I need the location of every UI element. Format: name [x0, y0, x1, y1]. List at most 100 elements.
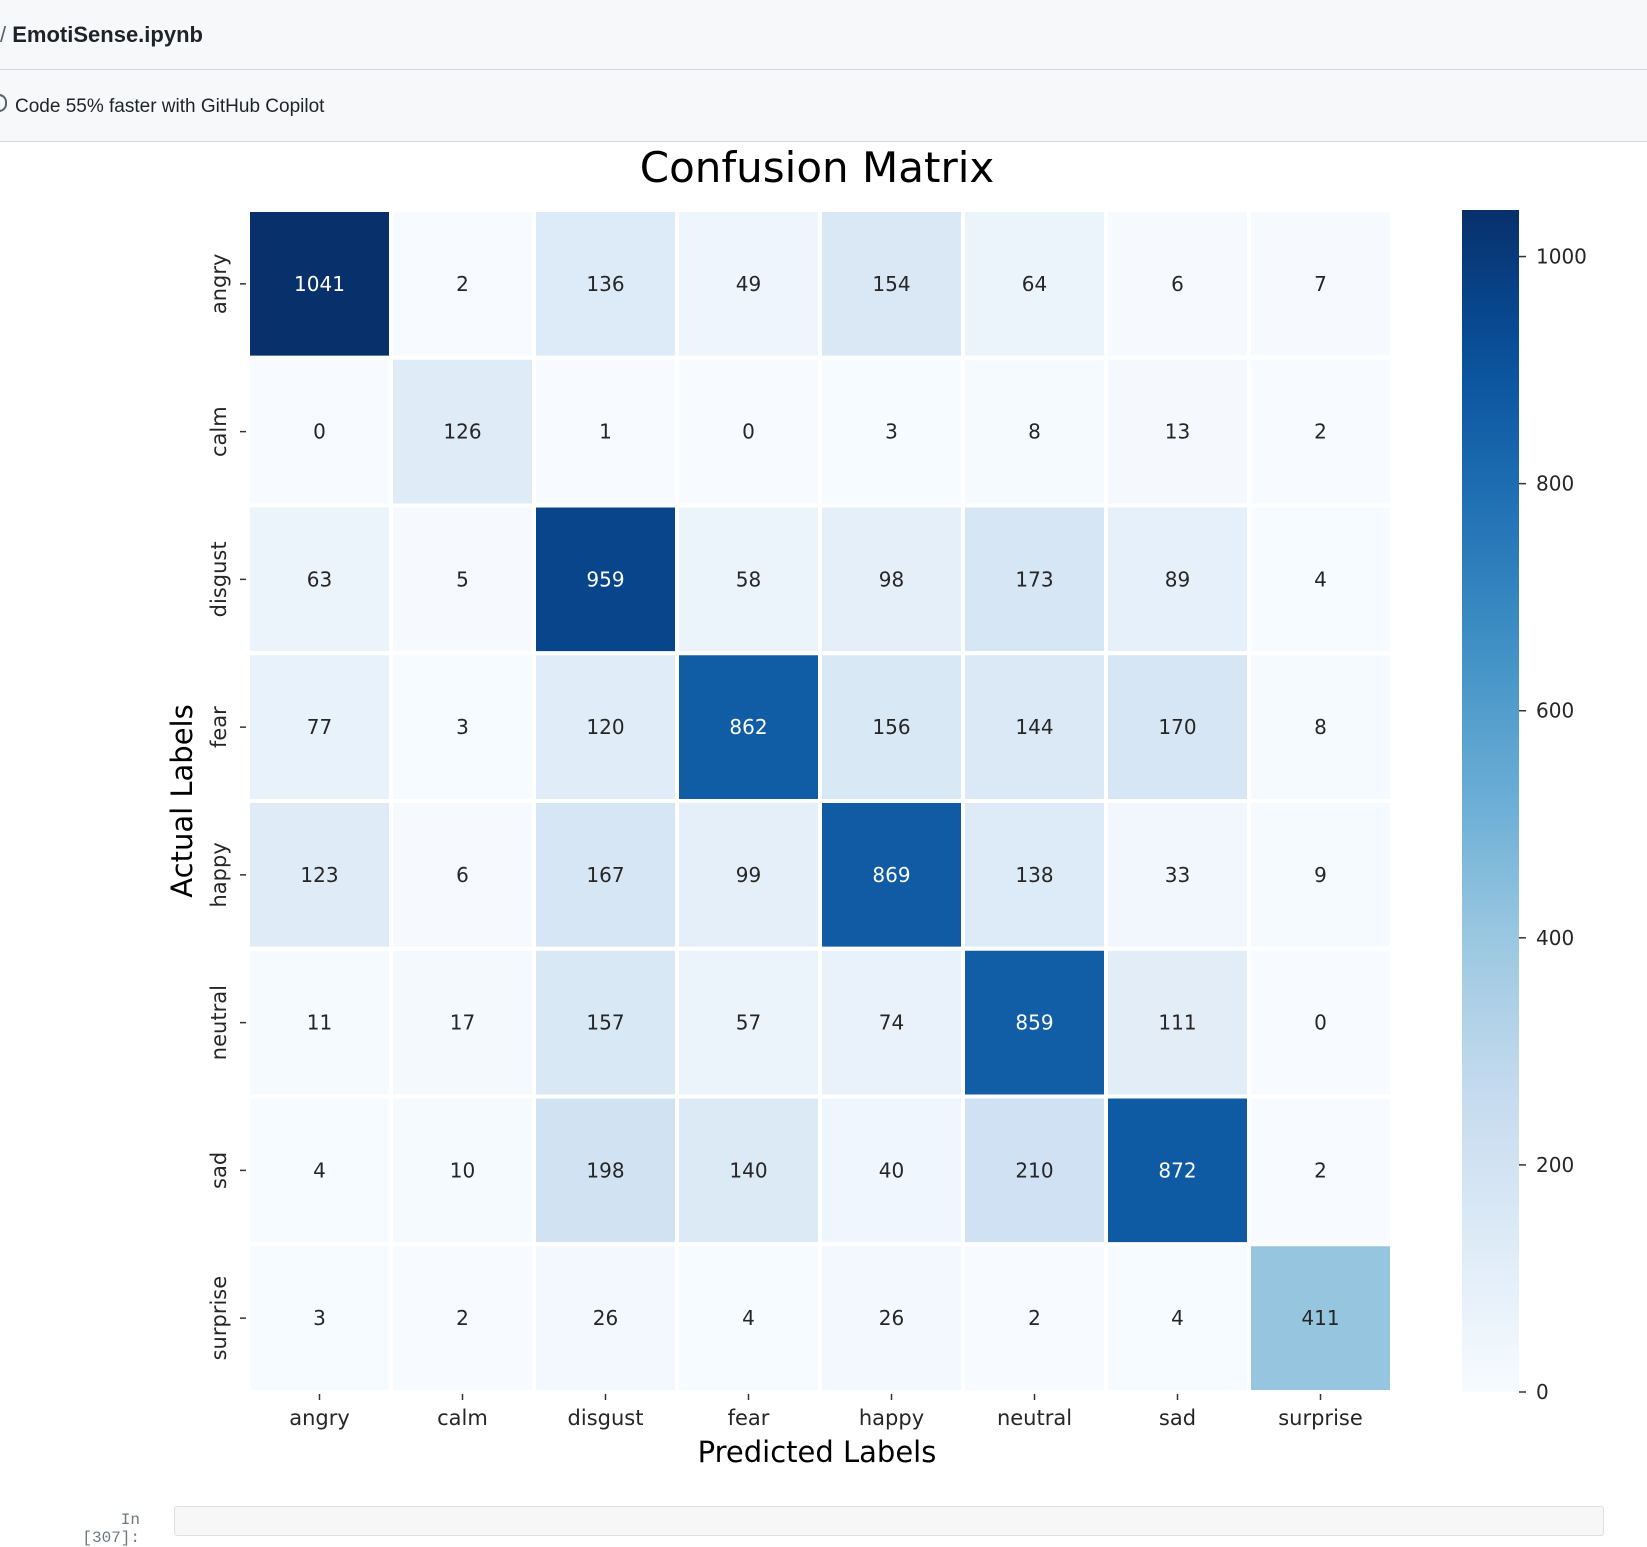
heatmap-cell — [818, 208, 965, 360]
cell-value-label: 872 — [1158, 1158, 1196, 1182]
cell-value-label: 98 — [879, 567, 904, 591]
cell-value-label: 0 — [313, 420, 326, 444]
x-tick-label: surprise — [1278, 1406, 1363, 1430]
next-cell-editor[interactable] — [174, 1506, 1604, 1536]
cell-value-label: 8 — [1314, 715, 1327, 739]
heatmap-cell — [389, 651, 536, 803]
colorbar — [1462, 210, 1519, 1392]
y-tick-label: fear — [207, 706, 231, 748]
heatmap-cell — [675, 503, 822, 656]
heatmap-cell — [1104, 946, 1251, 1099]
cell-value-label: 6 — [456, 863, 469, 887]
cell-value-label: 3 — [456, 715, 469, 739]
colorbar-tick-label: 1000 — [1536, 245, 1587, 269]
cell-value-label: 74 — [879, 1011, 904, 1035]
cell-value-label: 9 — [1314, 863, 1327, 887]
cell-value-label: 64 — [1022, 272, 1047, 296]
next-cell-prompt: In [307]: — [82, 1511, 140, 1547]
cell-value-label: 126 — [443, 420, 481, 444]
heatmap-cell — [818, 355, 965, 508]
colorbar-tick-label: 400 — [1536, 926, 1574, 950]
cell-value-label: 4 — [1171, 1306, 1184, 1330]
cell-value-label: 144 — [1015, 715, 1053, 739]
y-axis-label: Actual Labels — [165, 704, 199, 897]
cell-value-label: 7 — [1314, 272, 1327, 296]
cell-value-label: 157 — [586, 1011, 624, 1035]
colorbar-tick-label: 800 — [1536, 472, 1574, 496]
heatmap-cell — [532, 799, 679, 951]
x-tick-label: calm — [437, 1406, 488, 1430]
heatmap-cell — [532, 503, 679, 656]
chart-title: Confusion Matrix — [640, 143, 995, 192]
cell-value-label: 17 — [450, 1011, 475, 1035]
heatmap-cell — [1247, 651, 1394, 803]
cell-value-label: 5 — [456, 567, 469, 591]
x-axis-label: Predicted Labels — [698, 1435, 937, 1469]
cell-value-label: 0 — [742, 420, 755, 444]
cell-value-label: 89 — [1165, 567, 1190, 591]
heatmap-cell — [1104, 1094, 1251, 1247]
heatmap-cell — [246, 946, 393, 1099]
copilot-icon — [0, 94, 7, 112]
cell-value-label: 123 — [300, 863, 338, 887]
file-name[interactable]: EmotiSense.ipynb — [12, 22, 203, 47]
cell-value-label: 411 — [1301, 1306, 1339, 1330]
cell-value-label: 1 — [599, 420, 612, 444]
cell-value-label: 3 — [885, 420, 898, 444]
heatmap-cell — [961, 503, 1108, 656]
breadcrumb: / EmotiSense.ipynb — [0, 20, 203, 50]
breadcrumb-separator: / — [0, 22, 7, 47]
heatmap-cell — [389, 503, 536, 656]
x-tick-label: angry — [289, 1406, 350, 1430]
cell-value-label: 862 — [729, 715, 767, 739]
cell-value-label: 3 — [313, 1306, 326, 1330]
heatmap-cell — [961, 946, 1108, 1099]
cell-value-label: 156 — [872, 715, 910, 739]
heatmap-cell — [818, 1094, 965, 1247]
cell-value-label: 13 — [1165, 420, 1190, 444]
y-tick-label: angry — [207, 254, 231, 315]
cell-value-label: 173 — [1015, 567, 1053, 591]
cell-value-label: 6 — [1171, 272, 1184, 296]
cell-value-label: 11 — [307, 1011, 332, 1035]
cell-value-label: 120 — [586, 715, 624, 739]
cell-value-label: 40 — [879, 1158, 904, 1182]
heatmap-cell — [246, 355, 393, 508]
x-tick-label: disgust — [568, 1406, 644, 1430]
cell-value-label: 170 — [1158, 715, 1196, 739]
colorbar-tick-label: 200 — [1536, 1153, 1574, 1177]
heatmap-cell — [675, 946, 822, 1099]
colorbar-tick-label: 0 — [1536, 1380, 1549, 1404]
copilot-promo-link[interactable]: Code 55% faster with GitHub Copilot — [15, 96, 325, 117]
cell-value-label: 167 — [586, 863, 624, 887]
x-tick-label: happy — [859, 1406, 924, 1430]
heatmap-cell — [1104, 355, 1251, 508]
x-tick-label: sad — [1159, 1406, 1196, 1430]
x-tick-label: fear — [728, 1406, 770, 1430]
heatmap-cell — [675, 799, 822, 951]
cell-value-label: 33 — [1165, 863, 1190, 887]
heatmap-cell — [389, 1094, 536, 1247]
cell-value-label: 4 — [742, 1306, 755, 1330]
cell-value-label: 8 — [1028, 420, 1041, 444]
cell-value-label: 136 — [586, 272, 624, 296]
heatmap-cell — [389, 1242, 536, 1394]
heatmap-cell — [961, 1094, 1108, 1247]
cell-value-label: 26 — [879, 1306, 904, 1330]
heatmap-cell — [1247, 1242, 1394, 1394]
heatmap-cell — [675, 1094, 822, 1247]
y-tick-label: surprise — [207, 1276, 231, 1361]
confusion-matrix-figure: Confusion Matrix 1041 2 136 49 154 64 6 7 0 126 1 0 3… — [0, 142, 1647, 1492]
cell-value-label: 26 — [593, 1306, 618, 1330]
y-tick-label: happy — [207, 842, 231, 907]
cell-value-label: 1041 — [294, 272, 345, 296]
file-header: / EmotiSense.ipynb — [0, 0, 1647, 70]
heatmap-cell — [818, 946, 965, 1099]
cell-value-label: 154 — [872, 272, 910, 296]
cell-value-label: 58 — [736, 567, 761, 591]
cell-value-label: 63 — [307, 567, 332, 591]
heatmap-cell — [961, 651, 1108, 803]
cell-value-label: 210 — [1015, 1158, 1053, 1182]
cell-value-label: 2 — [1314, 1158, 1327, 1182]
cell-value-label: 2 — [1314, 420, 1327, 444]
